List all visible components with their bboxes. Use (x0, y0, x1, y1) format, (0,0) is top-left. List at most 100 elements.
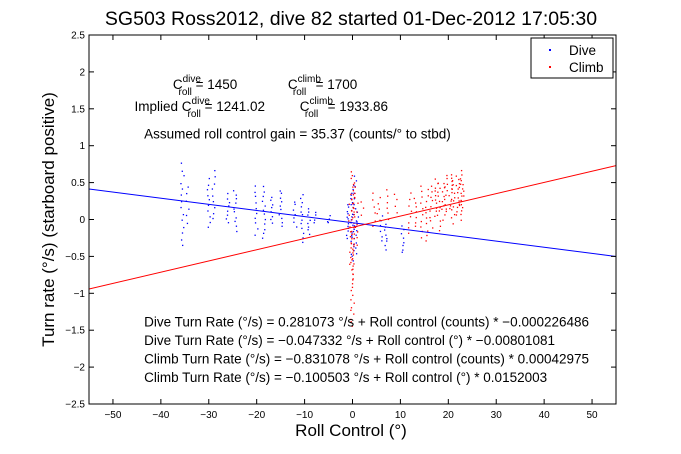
dive-point (347, 213, 349, 215)
dive-point (308, 233, 311, 236)
dive-point (255, 207, 257, 210)
dive-point (353, 228, 355, 231)
dive-point (212, 201, 215, 203)
x-tick-label: −30 (200, 410, 217, 421)
x-tick-label: −20 (248, 410, 265, 421)
climb-point (350, 243, 353, 245)
climb-point (377, 203, 379, 205)
climb-point (441, 208, 443, 210)
dive-point (233, 208, 235, 210)
dive-point (402, 244, 404, 247)
climb-point (460, 219, 462, 221)
dive-point (350, 194, 352, 196)
dive-point (307, 226, 310, 228)
climb-point (410, 192, 412, 194)
climb-point (352, 248, 354, 250)
annotation-text: Climb Turn Rate (°/s) = −0.831078 °/s + … (144, 351, 589, 366)
dive-point (307, 222, 309, 225)
dive-point (314, 219, 316, 221)
y-tick-label: 0.5 (71, 178, 85, 189)
climb-point (425, 212, 427, 214)
climb-point (350, 299, 352, 301)
dive-point (281, 217, 283, 220)
climb-point (456, 211, 458, 213)
dive-point (214, 207, 216, 209)
climb-point (425, 222, 428, 225)
dive-point (355, 180, 358, 182)
dive-point (381, 215, 384, 217)
climb-point (415, 206, 417, 208)
dive-point (211, 188, 214, 190)
y-tick-label: −1.5 (65, 326, 85, 337)
climb-point (451, 177, 453, 179)
climb-point (432, 227, 434, 229)
dive-point (280, 192, 283, 194)
climb-point (354, 186, 356, 188)
climb-point (445, 208, 447, 210)
dive-point (329, 215, 331, 217)
climb-point (349, 226, 351, 228)
dive-point (263, 191, 265, 193)
dive-point (300, 211, 302, 213)
climb-point (353, 211, 355, 213)
dive-point (385, 249, 387, 251)
climb-point (351, 174, 354, 177)
climb-point (452, 223, 454, 225)
dive-point (302, 241, 304, 244)
dive-point (346, 211, 349, 213)
climb-point (356, 223, 358, 225)
climb-point (356, 211, 358, 213)
climb-point (352, 254, 355, 256)
climb-point (438, 200, 441, 203)
climb-point (421, 196, 423, 198)
climb-point (461, 206, 464, 209)
climb-point (353, 182, 356, 184)
dive-point (352, 188, 354, 191)
climb-point (453, 192, 456, 194)
dive-point (346, 237, 348, 240)
dive-point (207, 226, 209, 228)
climb-point (353, 313, 355, 315)
climb-point (357, 202, 359, 204)
climb-point (431, 199, 434, 202)
climb-point (350, 171, 353, 173)
annotation-text: Cclimb roll = 1933.86 (300, 96, 388, 120)
dive-point (327, 221, 329, 224)
climb-point (353, 213, 355, 216)
climb-point (458, 203, 460, 205)
axes: −50 −40 −30 −20 −10 0 10 20 30 40 50−2.5−2−1.5−1−0… (65, 31, 617, 421)
climb-point (457, 191, 459, 194)
dive-point (293, 217, 295, 219)
climb-point (439, 220, 442, 222)
climb-point (439, 187, 441, 189)
dive-point (347, 225, 349, 228)
dive-point (347, 204, 349, 206)
climb-point (444, 214, 446, 216)
climb-point (352, 265, 354, 267)
dive-point (381, 240, 383, 242)
climb-point (434, 190, 436, 192)
climb-point (425, 200, 428, 203)
dive-point (254, 217, 256, 219)
dive-point (307, 214, 309, 216)
chart-title: SG503 Ross2012, dive 82 started 01-Dec-2… (105, 8, 597, 30)
dive-point (296, 226, 298, 228)
dive-point (355, 242, 357, 244)
climb-point (443, 187, 446, 189)
climb-point (434, 178, 436, 180)
climb-point (352, 258, 354, 260)
dive-point (294, 203, 296, 206)
climb-point (430, 196, 432, 199)
climb-point (420, 226, 422, 228)
climb-point (351, 198, 353, 200)
dive-point (214, 169, 216, 172)
dive-point (300, 222, 302, 225)
dive-point (212, 217, 214, 220)
dive-point (280, 208, 282, 211)
dive-point (207, 195, 209, 197)
annotation-text: Cclimb roll = 1700 (288, 74, 357, 98)
climb-point (407, 232, 410, 234)
dive-point (254, 185, 256, 187)
climb-point (437, 182, 439, 184)
